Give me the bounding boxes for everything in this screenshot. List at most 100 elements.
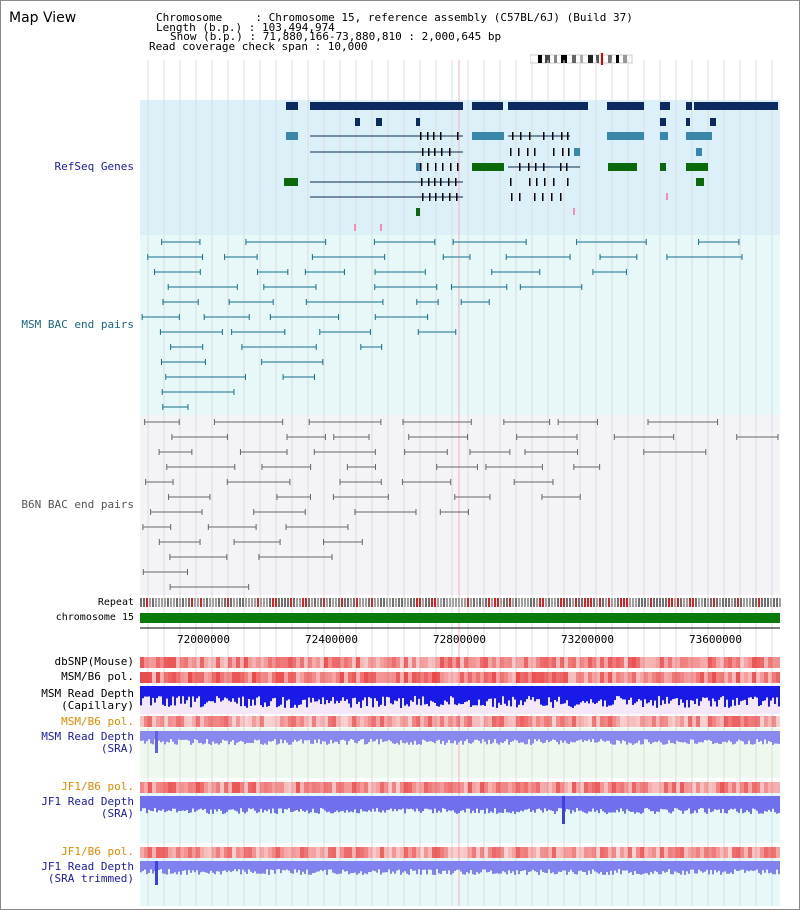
repeat-block — [173, 598, 175, 607]
heat-cell — [492, 672, 496, 683]
depth-bar — [314, 731, 316, 740]
depth-bar — [618, 861, 620, 870]
depth-bar — [566, 861, 568, 875]
repeat-block — [155, 598, 157, 607]
gene-exon — [710, 118, 716, 126]
repeat-block — [197, 598, 199, 607]
depth-bar — [258, 861, 260, 874]
heat-cell — [340, 847, 344, 858]
heat-cell — [276, 672, 280, 683]
depth-bar — [432, 861, 434, 875]
repeat-block — [695, 598, 697, 607]
heat-cell — [456, 672, 460, 683]
repeat-block — [605, 598, 607, 607]
depth-bar — [698, 686, 700, 706]
repeat-block — [368, 598, 370, 607]
depth-bar — [392, 796, 394, 812]
depth-bar — [432, 731, 434, 743]
depth-bar — [392, 861, 394, 872]
snp-mark — [380, 224, 382, 231]
heat-cell — [576, 672, 580, 683]
msm-bac-label: MSM BAC end pairs — [21, 318, 134, 331]
repeat-block — [701, 598, 703, 607]
depth-bar — [376, 731, 378, 740]
depth-bar — [296, 731, 298, 742]
depth-bar — [292, 796, 294, 812]
repeat-block — [296, 598, 298, 607]
repeat-block — [365, 598, 367, 607]
axis-tick-label: 73600000 — [689, 633, 742, 646]
depth-bar — [232, 796, 234, 810]
depth-bar — [466, 861, 468, 873]
depth-bar — [392, 686, 394, 705]
depth-bar — [598, 686, 600, 701]
depth-bar — [708, 796, 710, 809]
chromosome-ideogram[interactable] — [530, 53, 634, 65]
dbsnp-label: dbSNP(Mouse) — [54, 655, 134, 668]
depth-bar — [410, 731, 412, 743]
depth-bar — [400, 686, 402, 708]
depth-bar — [402, 686, 404, 699]
heat-cell — [608, 657, 612, 668]
heat-cell — [148, 782, 152, 793]
depth-bar — [230, 686, 232, 702]
depth-bar — [202, 861, 204, 872]
repeat-block — [497, 598, 499, 607]
depth-bar — [522, 861, 524, 871]
depth-bar — [664, 731, 666, 745]
depth-bar — [150, 686, 152, 706]
depth-bar — [254, 686, 256, 706]
repeat-block — [167, 598, 169, 607]
depth-bar — [624, 731, 626, 742]
heat-cell — [588, 716, 592, 727]
depth-bar — [516, 796, 518, 812]
heat-cell — [444, 657, 448, 668]
exon-tick — [519, 193, 521, 201]
depth-bar — [206, 796, 208, 813]
exon-tick — [457, 132, 459, 140]
heat-cell — [604, 847, 608, 858]
depth-bar — [542, 861, 544, 873]
heat-cell — [204, 847, 208, 858]
msm-bac-track-bg — [140, 235, 780, 415]
repeat-block — [599, 598, 601, 607]
heat-cell — [444, 716, 448, 727]
heat-cell — [556, 672, 560, 683]
heat-cell — [580, 782, 584, 793]
depth-bar — [356, 731, 358, 744]
heat-cell — [500, 672, 504, 683]
depth-bar — [706, 861, 708, 870]
depth-bar — [488, 731, 490, 740]
depth-bar — [672, 731, 674, 743]
heat-cell — [508, 847, 512, 858]
depth-bar — [510, 796, 512, 814]
depth-bar — [164, 731, 166, 745]
heat-cell — [740, 847, 744, 858]
depth-bar — [658, 861, 660, 875]
heat-cell — [440, 657, 444, 668]
repeat-block — [320, 598, 322, 607]
depth-bar — [458, 796, 460, 814]
depth-bar — [640, 686, 642, 701]
repeat-block — [611, 598, 613, 607]
heat-cell — [192, 847, 196, 858]
heat-cell — [736, 657, 740, 668]
heat-cell — [744, 672, 748, 683]
heat-cell — [716, 672, 720, 683]
heat-cell — [308, 672, 312, 683]
depth-bar — [142, 686, 144, 699]
depth-bar — [172, 861, 174, 874]
heat-cell — [540, 782, 544, 793]
heat-cell — [260, 657, 264, 668]
heat-cell — [480, 672, 484, 683]
repeat-block — [764, 598, 766, 607]
repeat-block — [623, 598, 625, 607]
depth-bar — [284, 686, 286, 708]
depth-bar — [182, 731, 184, 740]
heat-cell — [564, 716, 568, 727]
depth-bar — [672, 796, 674, 812]
heat-cell — [172, 716, 176, 727]
depth-bar — [444, 686, 446, 701]
depth-bar — [648, 861, 650, 875]
